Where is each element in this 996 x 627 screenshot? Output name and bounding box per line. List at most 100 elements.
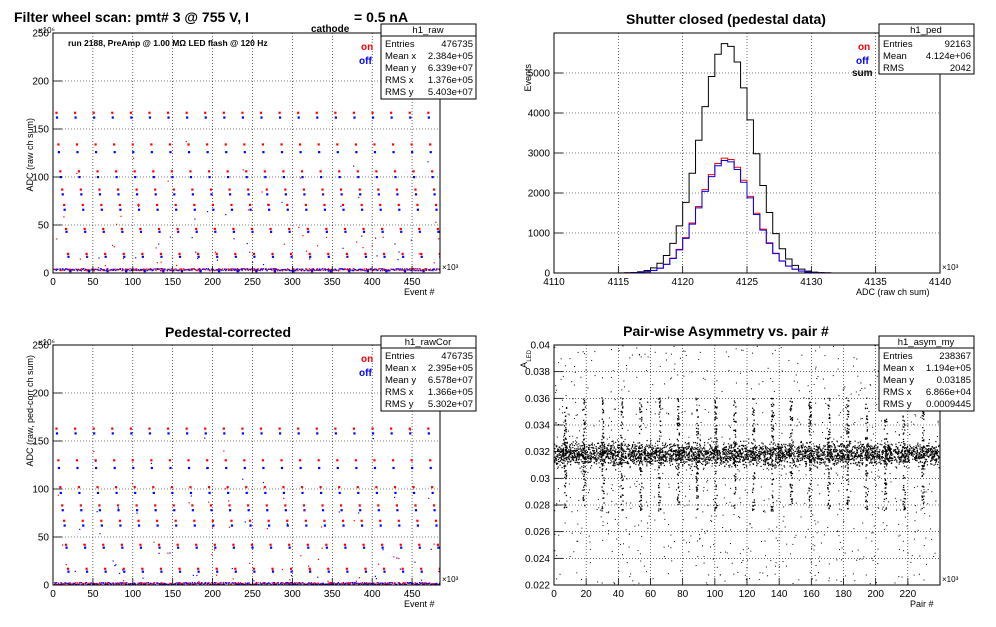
asym-point	[624, 460, 625, 461]
asym-point	[757, 463, 758, 464]
x-tick-label: 0	[50, 589, 56, 600]
off-point	[97, 176, 99, 178]
asym-point	[610, 447, 611, 448]
off-point	[391, 116, 393, 118]
asym-point	[694, 459, 695, 460]
asym-point	[569, 455, 570, 456]
asym-point	[615, 469, 616, 470]
asym-point	[644, 454, 645, 455]
asym-point	[806, 451, 807, 452]
on-point	[249, 204, 251, 206]
x-tick-label: 100	[124, 589, 141, 600]
on-point	[409, 428, 411, 430]
asym-point	[588, 456, 589, 457]
transition-point	[237, 270, 238, 271]
transition-point	[118, 507, 119, 508]
asym-point	[852, 452, 853, 453]
off-point	[82, 209, 84, 211]
on-point	[243, 459, 245, 461]
x-tick-label: 4140	[929, 277, 952, 288]
on-point	[253, 253, 255, 255]
on-point	[346, 568, 348, 570]
asym-point	[805, 466, 806, 467]
asym-point	[847, 458, 848, 459]
asym-point	[714, 454, 715, 455]
asym-point	[706, 463, 707, 464]
asym-point	[760, 448, 761, 449]
asym-point	[639, 451, 640, 452]
asym-point	[775, 461, 776, 462]
asym-point	[701, 463, 702, 464]
asym-point	[744, 467, 745, 468]
transition-point	[398, 558, 399, 559]
asym-point	[719, 465, 720, 466]
on-point	[354, 583, 355, 584]
panel-corrected-x-multiplier: ×10³	[442, 575, 459, 584]
on-point	[414, 269, 415, 270]
transition-point	[398, 251, 399, 252]
asym-point	[839, 446, 840, 447]
stat-value: 1.376e+05	[428, 75, 473, 86]
on-point	[141, 582, 142, 583]
asym-point	[614, 446, 615, 447]
asym-point	[709, 457, 710, 458]
off-point	[119, 209, 121, 211]
asym-point	[610, 456, 611, 457]
transition-point	[214, 549, 215, 550]
off-point	[287, 582, 288, 583]
asym-point	[789, 437, 790, 438]
asym-point	[721, 460, 722, 461]
asym-point	[818, 452, 819, 453]
asym-point	[833, 449, 834, 450]
asym-point	[633, 442, 634, 443]
off-point	[208, 492, 210, 494]
asym-point	[728, 465, 729, 466]
asym-point	[746, 447, 747, 448]
off-point	[134, 492, 136, 494]
asym-point	[873, 448, 874, 449]
on-point	[225, 143, 227, 145]
transition-point	[359, 577, 360, 578]
off-point	[97, 492, 99, 494]
stat-value: 92163	[945, 39, 971, 50]
off-point	[308, 270, 309, 271]
off-point	[188, 151, 190, 153]
asym-point	[781, 447, 782, 448]
off-point	[136, 270, 137, 271]
asym-point	[908, 454, 909, 455]
asym-point	[557, 456, 558, 457]
off-point	[208, 176, 210, 178]
off-point	[436, 268, 437, 269]
off-point	[132, 467, 134, 469]
transition-point	[138, 206, 139, 207]
asym-point	[652, 453, 653, 454]
asym-point	[572, 444, 573, 445]
off-point	[246, 583, 247, 584]
on-point	[59, 170, 61, 172]
asym-point	[603, 449, 604, 450]
off-point	[190, 583, 191, 584]
asym-point	[935, 464, 936, 465]
off-point	[421, 256, 423, 258]
transition-point	[135, 257, 136, 258]
asym-point	[597, 452, 598, 453]
off-point	[235, 582, 236, 583]
asym-point	[789, 444, 790, 445]
asym-point	[918, 446, 919, 447]
on-point	[55, 428, 57, 430]
off-point	[380, 582, 381, 583]
off-point	[253, 256, 255, 258]
asym-point	[636, 446, 637, 447]
asym-point	[638, 460, 639, 461]
asym-point	[770, 448, 771, 449]
off-point	[157, 583, 158, 584]
off-point	[426, 583, 427, 584]
asym-point	[836, 456, 837, 457]
asym-point	[693, 449, 694, 450]
asym-point	[601, 459, 602, 460]
off-point	[437, 547, 439, 549]
asym-point	[769, 450, 770, 451]
off-point	[338, 582, 339, 583]
